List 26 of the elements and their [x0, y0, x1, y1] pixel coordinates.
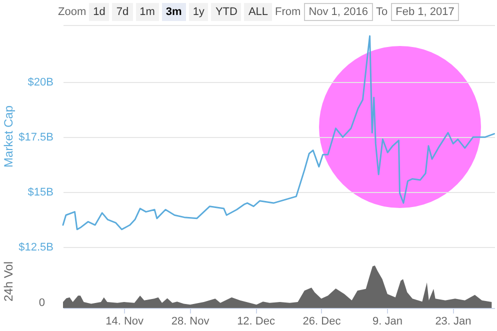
- text: 1y: [188, 3, 208, 21]
- text: YTD: [211, 3, 242, 21]
- text: ALL: [244, 3, 272, 21]
- text: 3m: [162, 3, 186, 21]
- text: Feb 1, 2017: [390, 3, 460, 21]
- x-tick-label: 12. Dec: [237, 316, 276, 328]
- text: 7d: [112, 3, 133, 21]
- text: 1d: [89, 3, 110, 21]
- x-tick-label: 23. Jan: [435, 316, 472, 328]
- text: 0: [38, 297, 45, 309]
- text: 1m: [136, 3, 159, 21]
- x-tick-label: 14. Nov: [106, 316, 144, 328]
- text: Zoom: [58, 6, 86, 18]
- x-tick-label: 28. Nov: [171, 316, 210, 328]
- y-tick-label: $17.5B: [18, 132, 54, 144]
- text: From: [275, 6, 301, 18]
- text: Nov 1, 2016: [304, 3, 374, 21]
- text: To: [376, 6, 388, 18]
- line-series: [62, 35, 495, 230]
- y-tick-label: $20B: [28, 76, 54, 89]
- y-tick-label: $12.5B: [18, 242, 54, 254]
- y-tick-label: $15B: [28, 186, 54, 199]
- x-tick-label: 9. Jan: [372, 316, 402, 328]
- y-axis-title: Market Cap: [2, 105, 16, 168]
- y-axis-title: 24h Vol: [2, 261, 16, 302]
- x-tick-label: 26. Dec: [302, 316, 342, 328]
